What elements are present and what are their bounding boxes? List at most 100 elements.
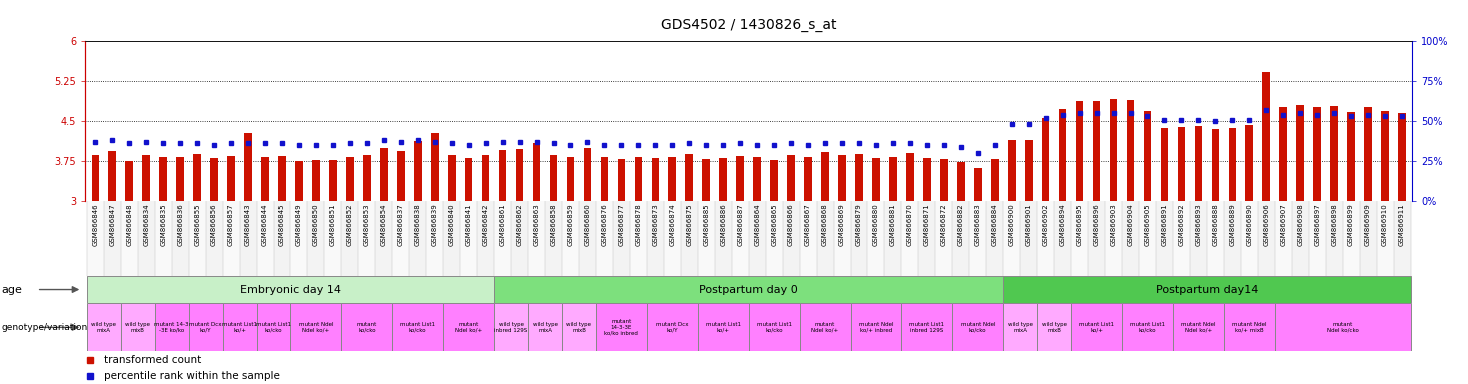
Text: mutant
14-3-3E
ko/ko inbred: mutant 14-3-3E ko/ko inbred: [605, 319, 639, 336]
Text: wild type
inbred 129S: wild type inbred 129S: [495, 322, 527, 333]
Text: GSM866883: GSM866883: [975, 203, 981, 246]
Bar: [664, 201, 681, 276]
Bar: [838, 155, 846, 201]
Bar: [834, 201, 850, 276]
Text: GSM866894: GSM866894: [1060, 203, 1066, 246]
Text: mutant List1
ko/cko: mutant List1 ko/cko: [756, 322, 791, 333]
Bar: [1292, 201, 1308, 276]
Bar: [511, 201, 528, 276]
Text: GSM866891: GSM866891: [1161, 203, 1167, 246]
Text: wild type
mixB: wild type mixB: [1042, 322, 1067, 333]
Bar: [313, 160, 320, 201]
Bar: [991, 159, 998, 201]
Bar: [1058, 109, 1066, 201]
Bar: [1314, 108, 1321, 201]
Bar: [1240, 201, 1258, 276]
Bar: [1211, 129, 1220, 201]
Text: GSM866895: GSM866895: [1076, 203, 1082, 246]
Text: GSM866853: GSM866853: [364, 203, 370, 246]
Text: GSM866849: GSM866849: [297, 203, 302, 246]
Text: GSM866882: GSM866882: [957, 203, 964, 246]
Text: GSM866846: GSM866846: [92, 203, 98, 246]
Bar: [138, 201, 154, 276]
Text: GSM866890: GSM866890: [1246, 203, 1252, 246]
Text: GSM866876: GSM866876: [602, 203, 608, 246]
Bar: [868, 201, 884, 276]
Bar: [850, 303, 901, 351]
Text: GSM866840: GSM866840: [449, 203, 455, 246]
Text: GSM866864: GSM866864: [755, 203, 760, 246]
Bar: [291, 303, 342, 351]
Bar: [228, 156, 235, 201]
Bar: [901, 303, 953, 351]
Bar: [1038, 201, 1054, 276]
Bar: [465, 158, 473, 201]
Bar: [515, 149, 524, 201]
Bar: [1161, 127, 1169, 201]
Text: GSM866842: GSM866842: [483, 203, 489, 246]
Bar: [647, 303, 697, 351]
Bar: [1229, 127, 1236, 201]
Bar: [804, 157, 812, 201]
Bar: [1088, 201, 1105, 276]
Bar: [1009, 140, 1016, 201]
Text: mutant Ndel
ko/cko: mutant Ndel ko/cko: [960, 322, 995, 333]
Bar: [771, 161, 778, 201]
Text: GSM866866: GSM866866: [788, 203, 794, 246]
Text: GSM866847: GSM866847: [109, 203, 116, 246]
Text: GSM866836: GSM866836: [178, 203, 184, 246]
Bar: [1262, 72, 1270, 201]
Bar: [346, 157, 354, 201]
Bar: [273, 201, 291, 276]
Bar: [358, 201, 376, 276]
Text: GSM866886: GSM866886: [721, 203, 727, 246]
Text: GSM866852: GSM866852: [346, 203, 352, 246]
Bar: [856, 154, 863, 201]
Bar: [596, 303, 647, 351]
Bar: [223, 303, 257, 351]
Bar: [1155, 201, 1173, 276]
Bar: [630, 201, 647, 276]
Bar: [210, 158, 217, 201]
Bar: [1191, 201, 1207, 276]
Bar: [176, 157, 184, 201]
Bar: [206, 201, 223, 276]
Bar: [172, 201, 189, 276]
Text: mutant List1
ko/cko: mutant List1 ko/cko: [1130, 322, 1166, 333]
Bar: [1326, 201, 1343, 276]
Text: GSM866834: GSM866834: [144, 203, 150, 246]
Bar: [1127, 100, 1135, 201]
Bar: [1076, 101, 1083, 201]
Text: GSM866878: GSM866878: [636, 203, 642, 246]
Text: GSM866896: GSM866896: [1094, 203, 1100, 246]
Bar: [223, 201, 239, 276]
Text: GSM866854: GSM866854: [380, 203, 388, 246]
Bar: [495, 303, 528, 351]
Bar: [1122, 201, 1139, 276]
Text: GSM866875: GSM866875: [686, 203, 693, 246]
Bar: [1003, 276, 1411, 303]
Bar: [1359, 201, 1377, 276]
Bar: [749, 303, 800, 351]
Text: GSM866905: GSM866905: [1145, 203, 1151, 246]
Bar: [392, 303, 443, 351]
Bar: [935, 201, 953, 276]
Bar: [87, 201, 104, 276]
Bar: [1258, 201, 1274, 276]
Bar: [291, 201, 307, 276]
Bar: [104, 201, 120, 276]
Bar: [194, 154, 201, 201]
Bar: [142, 155, 150, 201]
Text: GSM866874: GSM866874: [669, 203, 675, 246]
Bar: [392, 201, 410, 276]
Text: mutant List1
ko/+: mutant List1 ko/+: [1079, 322, 1114, 333]
Text: wild type
mixA: wild type mixA: [1007, 322, 1032, 333]
Text: age: age: [1, 285, 22, 295]
Bar: [477, 201, 495, 276]
Bar: [533, 144, 540, 201]
Text: Postpartum day14: Postpartum day14: [1155, 285, 1258, 295]
Bar: [307, 201, 324, 276]
Text: GSM866857: GSM866857: [228, 203, 233, 246]
Bar: [647, 201, 664, 276]
Bar: [1274, 303, 1411, 351]
